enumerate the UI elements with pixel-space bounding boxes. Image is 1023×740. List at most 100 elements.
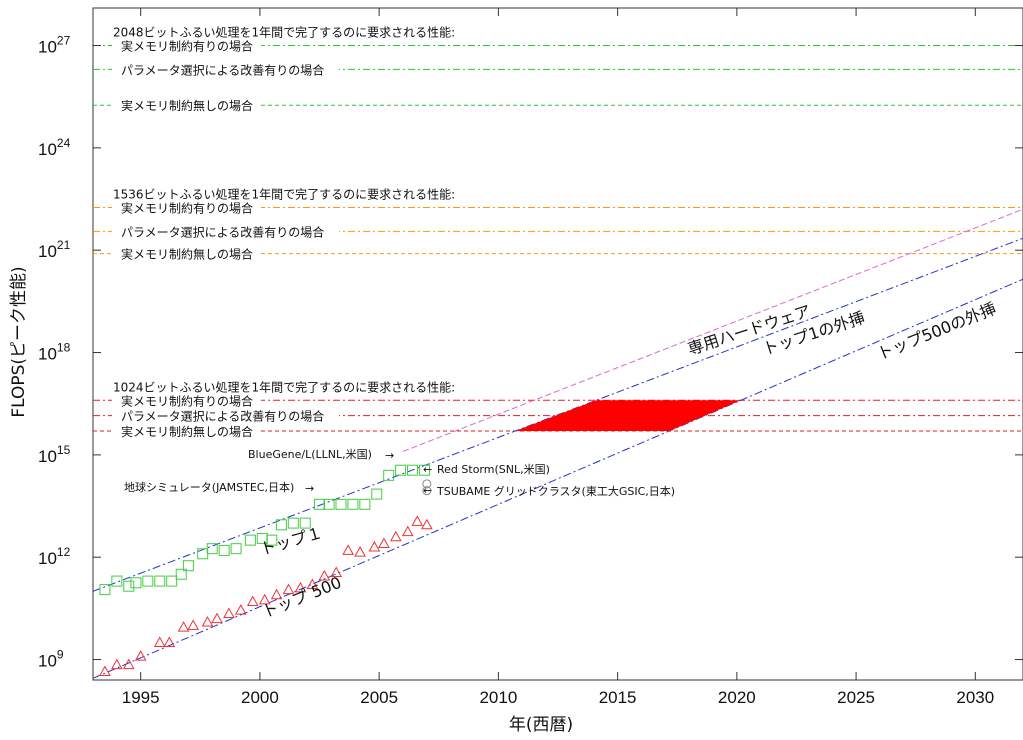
top1-point-16: [275, 519, 287, 531]
top1-point-4: [142, 575, 154, 587]
y-tick-label-2: 1015: [38, 443, 71, 466]
top500-point-16: [294, 581, 307, 593]
threshold-label-bg-1-1: [112, 223, 339, 239]
threshold-title-0: 2048ビットふるい処理を1年間で完了するのに要求される性能:: [113, 25, 455, 40]
x-tick-label-6: 2025: [837, 688, 875, 707]
top1-point-3: [130, 577, 142, 589]
top500-point-6: [177, 621, 190, 632]
y-tick-label-1: 1012: [38, 545, 71, 568]
threshold-label-2-2: 実メモリ制約無しの場合: [121, 424, 253, 439]
named-label-1: Red Storm(SNL,米国): [437, 463, 550, 476]
top500-point-15: [282, 583, 295, 595]
top500-point-17: [306, 578, 319, 589]
y-axis-label: FLOPS(ピーク性能): [9, 266, 29, 417]
named-arrow-1: ←: [423, 463, 432, 476]
threshold-label-bg-1-2: [112, 245, 261, 261]
y-tick-label-0: 109: [38, 648, 64, 671]
x-tick-label-5: 2020: [718, 688, 756, 707]
top500-point-3: [134, 650, 147, 661]
top500-point-21: [354, 546, 366, 557]
top1-point-25: [383, 469, 395, 481]
named-arrow-2: ←: [423, 484, 432, 497]
x-tick-label-2: 2005: [360, 688, 398, 707]
threshold-title-2: 1024ビットふるい処理を1年間で完了するのに要求される性能:: [113, 379, 455, 394]
named-label-2: TSUBAME グリッドクラスタ(東工大GSIC,日本): [436, 484, 675, 498]
named-label-3: 地球シミュレータ(JAMSTEC,日本): [124, 480, 294, 494]
threshold-label-0-2: 実メモリ制約無しの場合: [121, 98, 253, 113]
top1-point-27: [407, 464, 419, 476]
threshold-label-1-1: パラメータ選択による改善有りの場合: [121, 224, 324, 239]
top500-point-22: [368, 540, 381, 552]
plot-area: [92, 7, 1023, 681]
top1-point-20: [323, 498, 335, 510]
threshold-title-1: 1536ビットふるい処理を1年間で完了するのに要求される性能:: [113, 187, 455, 202]
top500-point-8: [201, 615, 214, 627]
x-tick-label-3: 2010: [479, 688, 517, 707]
threshold-label-1-0: 実メモリ制約有りの場合: [121, 201, 253, 216]
trend-lines: [92, 208, 1023, 679]
top500-point-4: [153, 636, 166, 647]
threshold-lines: [93, 37, 1023, 438]
threshold-label-bg-0-0: [112, 37, 261, 53]
top500-point-20: [342, 544, 355, 555]
top1-point-8: [182, 560, 194, 572]
top500-point-25: [401, 525, 414, 537]
top1-point-23: [359, 498, 371, 510]
top500-point-12: [246, 595, 259, 607]
top1-point-22: [347, 498, 359, 510]
threshold-label-2-0: 実メモリ制約有りの場合: [121, 393, 253, 408]
y-tick-label-6: 1027: [38, 34, 71, 57]
top1-point-17: [287, 517, 299, 529]
threshold-label-0-1: パラメータ選択による改善有りの場合: [121, 62, 324, 77]
top500-point-5: [163, 636, 176, 647]
x-tick-label-7: 2030: [956, 688, 994, 707]
named-marker-1: [422, 486, 432, 496]
y-tick-label-5: 1024: [38, 136, 71, 159]
top1-point-5: [154, 575, 166, 587]
top1-point-11: [218, 544, 230, 556]
threshold-label-bg-2-0: [112, 392, 261, 408]
top1-point-2: [123, 580, 135, 592]
feasibility-region: [515, 400, 741, 431]
named-marker-0: [422, 479, 432, 489]
top1-point-13: [244, 534, 256, 546]
x-tick-label-4: 2015: [599, 688, 637, 707]
top500-point-10: [223, 607, 235, 618]
top1-point-10: [206, 543, 218, 555]
y-tick-label-3: 1018: [38, 341, 71, 364]
special-hw-line: [402, 208, 1023, 452]
threshold-label-bg-0-2: [112, 97, 261, 113]
top500-point-9: [211, 612, 223, 624]
top1-point-0: [99, 584, 111, 596]
axes: 1995 2000 2005 2010 2015 2020 2025 2030 109 1012 1…: [38, 8, 1023, 707]
top1-point-28: [418, 464, 430, 476]
named-label-0: BlueGene/L(LLNL,米国): [248, 448, 372, 461]
y-tick-label-4: 1021: [38, 238, 71, 261]
top1-point-26: [395, 464, 407, 476]
threshold-label-bg-1-0: [112, 199, 261, 215]
top1-point-24: [371, 488, 383, 500]
top500-point-23: [378, 537, 390, 549]
top1-point-12: [230, 543, 242, 555]
top500-point-2: [122, 658, 135, 670]
threshold-label-bg-2-2: [112, 422, 261, 438]
named-arrow-0: →: [385, 449, 394, 462]
top1-point-21: [335, 498, 347, 510]
threshold-label-0-0: 実メモリ制約有りの場合: [121, 39, 253, 54]
top1-point-6: [166, 575, 178, 587]
top500-point-26: [411, 515, 424, 526]
top500-point-1: [110, 658, 123, 670]
top500-point-0: [99, 665, 111, 676]
top500-point-7: [187, 619, 200, 630]
threshold-label-bg-0-1: [112, 61, 339, 77]
top500-point-27: [420, 518, 433, 530]
extrap-top1-line: [92, 237, 1023, 592]
top1-point-15: [266, 534, 278, 546]
top1-point-1: [111, 575, 123, 587]
top500-point-13: [258, 593, 271, 605]
top500-point-24: [389, 530, 402, 542]
extrap-top500-line: [92, 278, 1023, 679]
threshold-label-1-2: 実メモリ制約無しの場合: [121, 247, 253, 262]
top500-point-18: [318, 569, 331, 581]
